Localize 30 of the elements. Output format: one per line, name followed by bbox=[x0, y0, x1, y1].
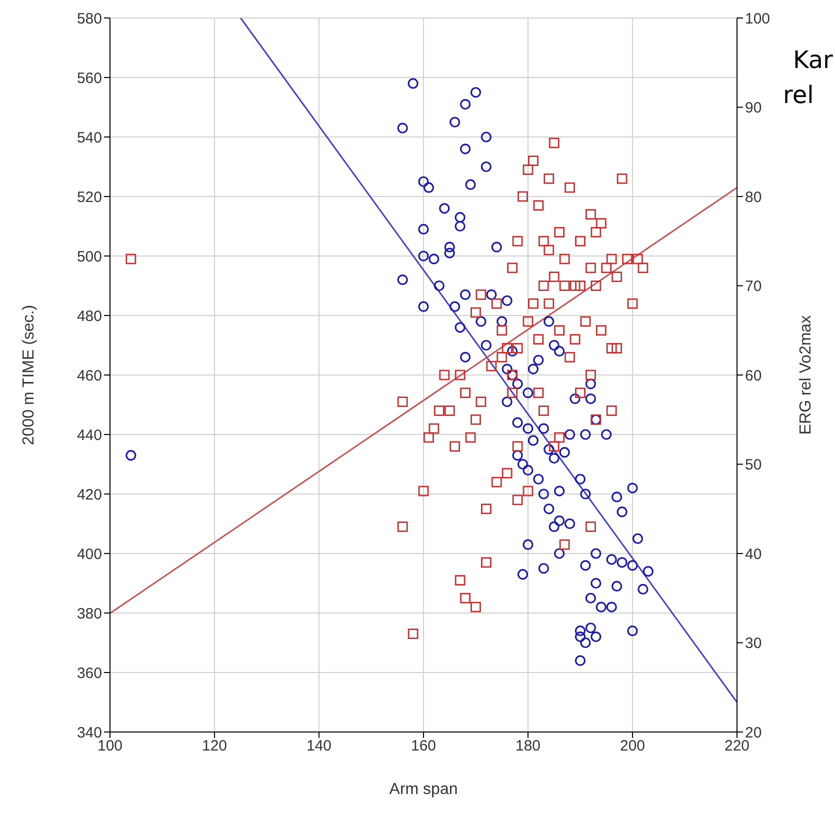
y2-tick-label: 70 bbox=[745, 278, 762, 296]
x-tick-label: 180 bbox=[515, 738, 541, 755]
y-tick-label: 540 bbox=[76, 129, 102, 146]
y2-tick-label: 50 bbox=[745, 456, 762, 474]
y-tick-label: 560 bbox=[76, 70, 102, 87]
y2-tick-label: 90 bbox=[745, 100, 762, 117]
y-tick-label: 420 bbox=[76, 486, 102, 504]
y2-tick-label: 100 bbox=[745, 10, 770, 28]
y-tick-label: 520 bbox=[76, 188, 102, 206]
y-axis-title: 2000 m TIME (sec.) bbox=[20, 304, 38, 446]
x-tick-label: 140 bbox=[306, 738, 332, 755]
y-tick-label: 480 bbox=[76, 308, 102, 325]
x-tick-label: 200 bbox=[620, 738, 646, 755]
y-tick-label: 360 bbox=[76, 664, 102, 682]
y2-tick-label: 40 bbox=[745, 546, 762, 563]
text: rel bbox=[783, 81, 814, 109]
y-tick-label: 460 bbox=[76, 367, 102, 384]
y2-tick-label: 80 bbox=[745, 188, 762, 206]
y2-tick-label: 30 bbox=[745, 635, 762, 652]
x-tick-label: 120 bbox=[202, 738, 228, 755]
y2-tick-label: 60 bbox=[745, 367, 762, 384]
y-tick-label: 400 bbox=[76, 546, 102, 563]
y-tick-label: 580 bbox=[76, 10, 102, 28]
y-tick-label: 440 bbox=[76, 426, 102, 444]
y-tick-label: 500 bbox=[76, 248, 102, 266]
text: Kar bbox=[793, 46, 833, 74]
y-tick-label: 380 bbox=[76, 605, 102, 622]
x-tick-label: 160 bbox=[410, 738, 436, 755]
y2-axis-title: ERG rel Vo2max bbox=[798, 315, 815, 435]
x-axis-title: Arm span bbox=[389, 781, 458, 798]
